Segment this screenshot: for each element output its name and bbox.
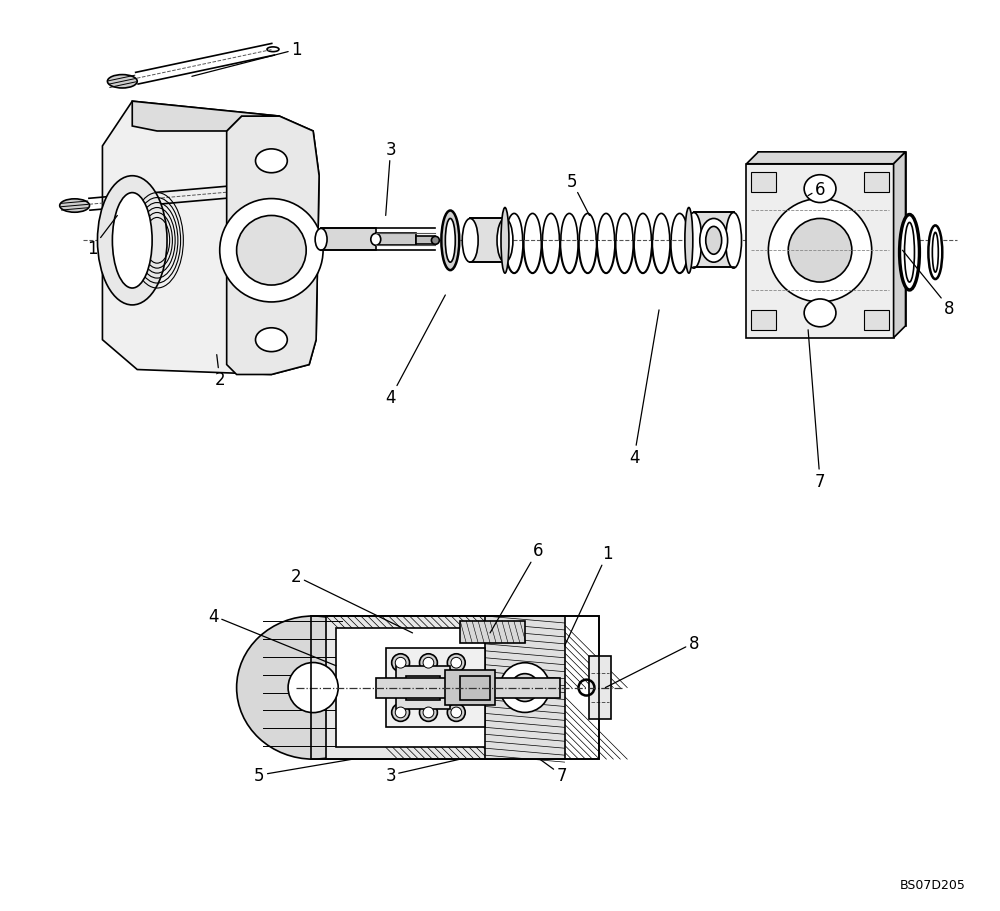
Text: 1: 1 — [87, 216, 117, 258]
Ellipse shape — [371, 234, 381, 246]
Ellipse shape — [112, 193, 152, 289]
Polygon shape — [132, 102, 279, 132]
Bar — [589, 656, 611, 720]
Bar — [864, 172, 889, 192]
Text: 4: 4 — [209, 608, 336, 666]
Text: 8: 8 — [903, 251, 954, 318]
Ellipse shape — [905, 223, 914, 282]
Ellipse shape — [686, 213, 702, 269]
Circle shape — [395, 658, 406, 669]
Text: 6: 6 — [490, 542, 543, 633]
Text: 1: 1 — [192, 41, 302, 77]
Bar — [406, 676, 440, 700]
Bar — [396, 666, 450, 710]
Bar — [321, 230, 376, 251]
Ellipse shape — [768, 200, 872, 302]
Text: 7: 7 — [540, 759, 567, 784]
Bar — [485, 617, 565, 759]
Ellipse shape — [267, 47, 279, 53]
Ellipse shape — [255, 329, 287, 353]
Ellipse shape — [445, 220, 455, 263]
Ellipse shape — [804, 300, 836, 327]
Circle shape — [447, 703, 465, 722]
Text: 8: 8 — [605, 634, 699, 688]
Polygon shape — [746, 165, 894, 338]
Circle shape — [447, 654, 465, 672]
Text: 4: 4 — [385, 296, 445, 407]
Ellipse shape — [804, 176, 836, 203]
Ellipse shape — [97, 177, 167, 305]
Circle shape — [395, 707, 406, 718]
Ellipse shape — [500, 663, 550, 712]
Polygon shape — [227, 117, 319, 375]
Circle shape — [423, 658, 434, 669]
Bar — [326, 617, 560, 759]
Bar — [445, 670, 495, 706]
Text: 4: 4 — [629, 311, 659, 466]
Ellipse shape — [60, 200, 90, 213]
Ellipse shape — [700, 220, 728, 263]
Text: 7: 7 — [808, 331, 825, 490]
Circle shape — [451, 707, 462, 718]
Ellipse shape — [511, 674, 539, 701]
Ellipse shape — [220, 200, 323, 302]
Ellipse shape — [706, 227, 722, 255]
Bar — [386, 648, 485, 728]
Bar — [376, 678, 560, 698]
Circle shape — [423, 707, 434, 718]
Bar — [694, 213, 734, 268]
Bar — [336, 629, 555, 747]
Circle shape — [419, 703, 437, 722]
Ellipse shape — [107, 76, 137, 89]
Ellipse shape — [497, 220, 513, 263]
Text: 3: 3 — [385, 140, 396, 216]
Ellipse shape — [726, 213, 742, 269]
Circle shape — [451, 658, 462, 669]
Bar — [311, 617, 599, 759]
Ellipse shape — [232, 189, 244, 194]
Polygon shape — [746, 153, 906, 165]
Text: 2: 2 — [214, 355, 225, 389]
Text: 2: 2 — [291, 568, 413, 633]
Text: 5: 5 — [566, 172, 589, 216]
Circle shape — [392, 654, 410, 672]
Ellipse shape — [237, 216, 306, 286]
Ellipse shape — [288, 663, 338, 712]
Text: BS07D205: BS07D205 — [899, 878, 965, 891]
Ellipse shape — [255, 149, 287, 173]
Ellipse shape — [900, 215, 919, 291]
Bar — [416, 237, 435, 245]
Ellipse shape — [501, 209, 509, 274]
Bar — [751, 311, 776, 331]
Polygon shape — [311, 617, 599, 759]
Circle shape — [419, 654, 437, 672]
Ellipse shape — [315, 230, 327, 251]
Bar — [751, 172, 776, 192]
Text: 5: 5 — [254, 759, 353, 784]
Text: 1: 1 — [565, 545, 613, 646]
Ellipse shape — [788, 220, 852, 282]
Text: 3: 3 — [385, 759, 460, 784]
Ellipse shape — [928, 226, 942, 280]
Ellipse shape — [431, 237, 439, 245]
Ellipse shape — [932, 233, 938, 272]
Bar — [460, 676, 490, 700]
Circle shape — [392, 703, 410, 722]
Bar — [376, 234, 416, 246]
Bar — [460, 621, 525, 643]
Text: 6: 6 — [808, 180, 825, 199]
Ellipse shape — [462, 220, 478, 263]
Ellipse shape — [237, 617, 390, 759]
Polygon shape — [758, 153, 906, 326]
Ellipse shape — [441, 211, 459, 271]
Polygon shape — [102, 102, 319, 375]
Ellipse shape — [685, 209, 693, 274]
Bar — [470, 220, 505, 263]
Polygon shape — [894, 153, 906, 338]
Bar — [864, 311, 889, 331]
